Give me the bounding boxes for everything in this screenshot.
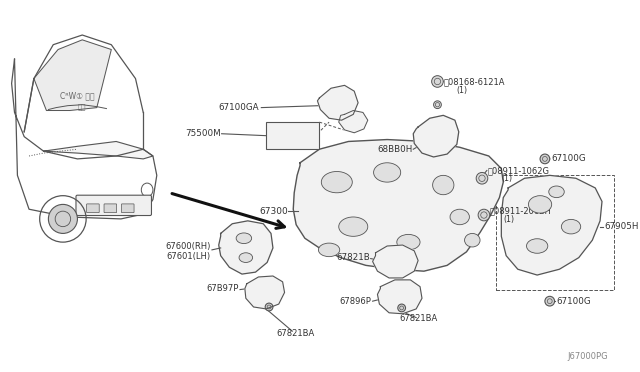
Circle shape (398, 304, 406, 312)
Polygon shape (34, 40, 111, 110)
Text: 67905H: 67905H (604, 222, 639, 231)
Text: 67821B: 67821B (336, 253, 370, 262)
Text: (1): (1) (501, 174, 513, 183)
Text: 67601(LH): 67601(LH) (167, 252, 211, 261)
Text: J67000PG: J67000PG (567, 352, 608, 361)
Text: 67B97P: 67B97P (207, 284, 239, 293)
Ellipse shape (529, 196, 552, 213)
Circle shape (478, 209, 490, 221)
Text: ⓝ08911-1062G: ⓝ08911-1062G (488, 166, 550, 175)
Text: 67896P: 67896P (340, 297, 372, 306)
Polygon shape (413, 115, 459, 157)
Text: (1): (1) (503, 215, 515, 224)
Circle shape (476, 173, 488, 184)
Polygon shape (245, 276, 285, 309)
Polygon shape (372, 245, 418, 278)
Circle shape (49, 204, 77, 233)
FancyBboxPatch shape (86, 204, 99, 213)
Circle shape (540, 154, 550, 164)
FancyBboxPatch shape (76, 195, 152, 215)
Ellipse shape (450, 209, 469, 225)
Text: 67600(RH): 67600(RH) (166, 241, 211, 250)
Ellipse shape (236, 233, 252, 244)
Ellipse shape (319, 243, 340, 257)
Text: ⓓⓘ: ⓓⓘ (77, 103, 86, 110)
Text: 67100G: 67100G (557, 297, 591, 306)
FancyBboxPatch shape (122, 204, 134, 213)
Text: 67821BA: 67821BA (276, 328, 314, 338)
Polygon shape (501, 175, 602, 275)
Circle shape (545, 296, 555, 306)
Bar (495, 175, 614, 289)
Text: 67821BA: 67821BA (399, 314, 437, 323)
Polygon shape (219, 221, 273, 274)
Ellipse shape (465, 233, 480, 247)
Text: 68BB0H: 68BB0H (377, 145, 412, 154)
FancyBboxPatch shape (104, 204, 116, 213)
Text: 67100GA: 67100GA (219, 103, 259, 112)
Circle shape (431, 76, 444, 87)
Ellipse shape (239, 253, 253, 263)
Polygon shape (44, 141, 153, 159)
Text: (1): (1) (457, 86, 468, 95)
Ellipse shape (527, 239, 548, 253)
Text: CᴿW① ⒻⓄ: CᴿW① ⒻⓄ (60, 92, 95, 100)
Circle shape (265, 303, 273, 311)
Ellipse shape (397, 234, 420, 250)
Polygon shape (378, 280, 422, 314)
Ellipse shape (321, 171, 352, 193)
Ellipse shape (339, 217, 368, 236)
Ellipse shape (548, 186, 564, 198)
Polygon shape (339, 110, 368, 133)
Text: 75500M: 75500M (185, 129, 221, 138)
Ellipse shape (433, 175, 454, 195)
Circle shape (433, 101, 442, 109)
Bar (266, 122, 319, 149)
Polygon shape (293, 140, 503, 271)
Text: ⓝ08911-2062H: ⓝ08911-2062H (490, 207, 552, 216)
Text: Ⓑ08168-6121A: Ⓑ08168-6121A (444, 77, 505, 86)
Text: 67100G: 67100G (552, 154, 586, 163)
Ellipse shape (561, 219, 580, 234)
Text: 67300: 67300 (260, 207, 289, 216)
Ellipse shape (374, 163, 401, 182)
Polygon shape (317, 85, 358, 120)
